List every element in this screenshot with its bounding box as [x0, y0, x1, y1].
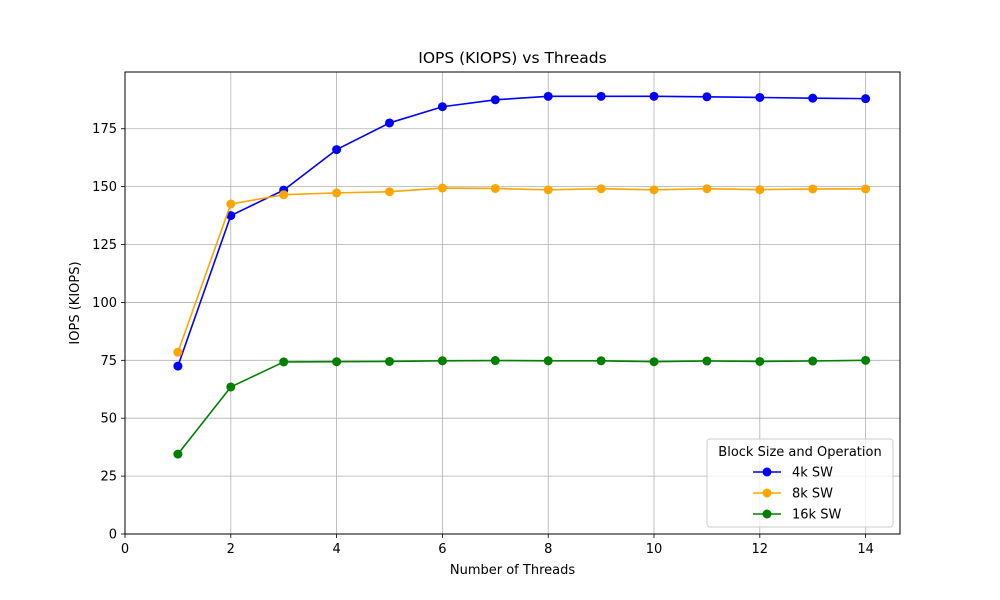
x-axis-title: Number of Threads [450, 563, 575, 578]
data-point [755, 356, 765, 366]
legend-title: Block Size and Operation [718, 445, 881, 460]
x-tick-label: 2 [227, 542, 235, 557]
y-tick-label: 100 [92, 296, 117, 311]
legend-swatch-marker [762, 509, 772, 519]
data-point [861, 355, 871, 365]
data-point [332, 357, 342, 367]
data-point [649, 91, 659, 101]
series-8k-sw [173, 183, 871, 357]
legend-item: 16k SW [753, 508, 841, 523]
series-4k-sw [173, 91, 871, 371]
data-point [596, 356, 606, 366]
series-lines [173, 91, 871, 459]
data-point [755, 92, 765, 102]
data-point [702, 356, 712, 366]
data-point [437, 183, 447, 193]
y-axis-title: IOPS (KIOPS) [68, 261, 83, 344]
data-point [173, 361, 183, 371]
data-point [490, 183, 500, 193]
data-point [808, 184, 818, 194]
data-point [543, 185, 553, 195]
legend-label: 8k SW [792, 487, 833, 502]
x-tick-label: 0 [121, 542, 129, 557]
y-tick-label: 150 [92, 180, 117, 195]
legend: Block Size and Operation 4k SW 8k SW 16k S… [706, 438, 894, 528]
data-point [702, 92, 712, 102]
legend-label: 16k SW [792, 508, 841, 523]
data-point [173, 449, 183, 459]
legend-item: 8k SW [753, 487, 833, 502]
data-point [279, 357, 289, 367]
data-point [808, 93, 818, 103]
data-point [226, 382, 236, 392]
series-16k-sw [173, 355, 871, 459]
x-tick-label: 4 [332, 542, 340, 557]
legend-label: 4k SW [792, 466, 833, 481]
data-point [861, 94, 871, 104]
y-tick-label: 50 [100, 412, 117, 427]
data-point [596, 91, 606, 101]
x-tick-label: 6 [438, 542, 446, 557]
data-point [385, 118, 395, 128]
data-point [702, 184, 712, 194]
x-tick-label: 14 [857, 542, 874, 557]
data-point [808, 356, 818, 366]
plot-area-frame [124, 71, 901, 535]
data-point [543, 91, 553, 101]
axis-ticks: 0 2 4 6 8 10 12 14 0 25 50 75 100 125 150 175 [92, 122, 874, 557]
data-point [173, 347, 183, 357]
x-tick-label: 12 [752, 542, 769, 557]
data-point [385, 356, 395, 366]
legend-swatch-marker [762, 488, 772, 498]
x-tick-label: 8 [544, 542, 552, 557]
data-point [437, 356, 447, 366]
legend-item: 4k SW [753, 466, 833, 481]
data-point [226, 199, 236, 209]
data-point [437, 102, 447, 112]
data-point [755, 185, 765, 195]
y-tick-label: 175 [92, 122, 117, 137]
series-line [177, 95, 866, 367]
x-tick-label: 10 [646, 542, 663, 557]
data-point [490, 356, 500, 366]
y-tick-label: 25 [100, 470, 117, 485]
data-point [649, 357, 659, 367]
legend-swatch-marker [762, 467, 772, 477]
data-point [332, 188, 342, 198]
legend-items: 4k SW 8k SW 16k SW [753, 466, 841, 523]
series-line [177, 187, 866, 353]
data-point [861, 184, 871, 194]
data-point [332, 145, 342, 155]
data-point [226, 211, 236, 221]
data-point [543, 356, 553, 366]
series-line [177, 359, 866, 455]
y-tick-label: 75 [100, 354, 117, 369]
data-point [596, 184, 606, 194]
data-point [490, 95, 500, 105]
data-point [649, 185, 659, 195]
y-tick-label: 0 [109, 528, 117, 543]
chart-title: IOPS (KIOPS) vs Threads [418, 49, 606, 67]
y-tick-label: 125 [92, 238, 117, 253]
legend-box [706, 438, 894, 528]
data-point [279, 190, 289, 200]
data-point [385, 187, 395, 197]
